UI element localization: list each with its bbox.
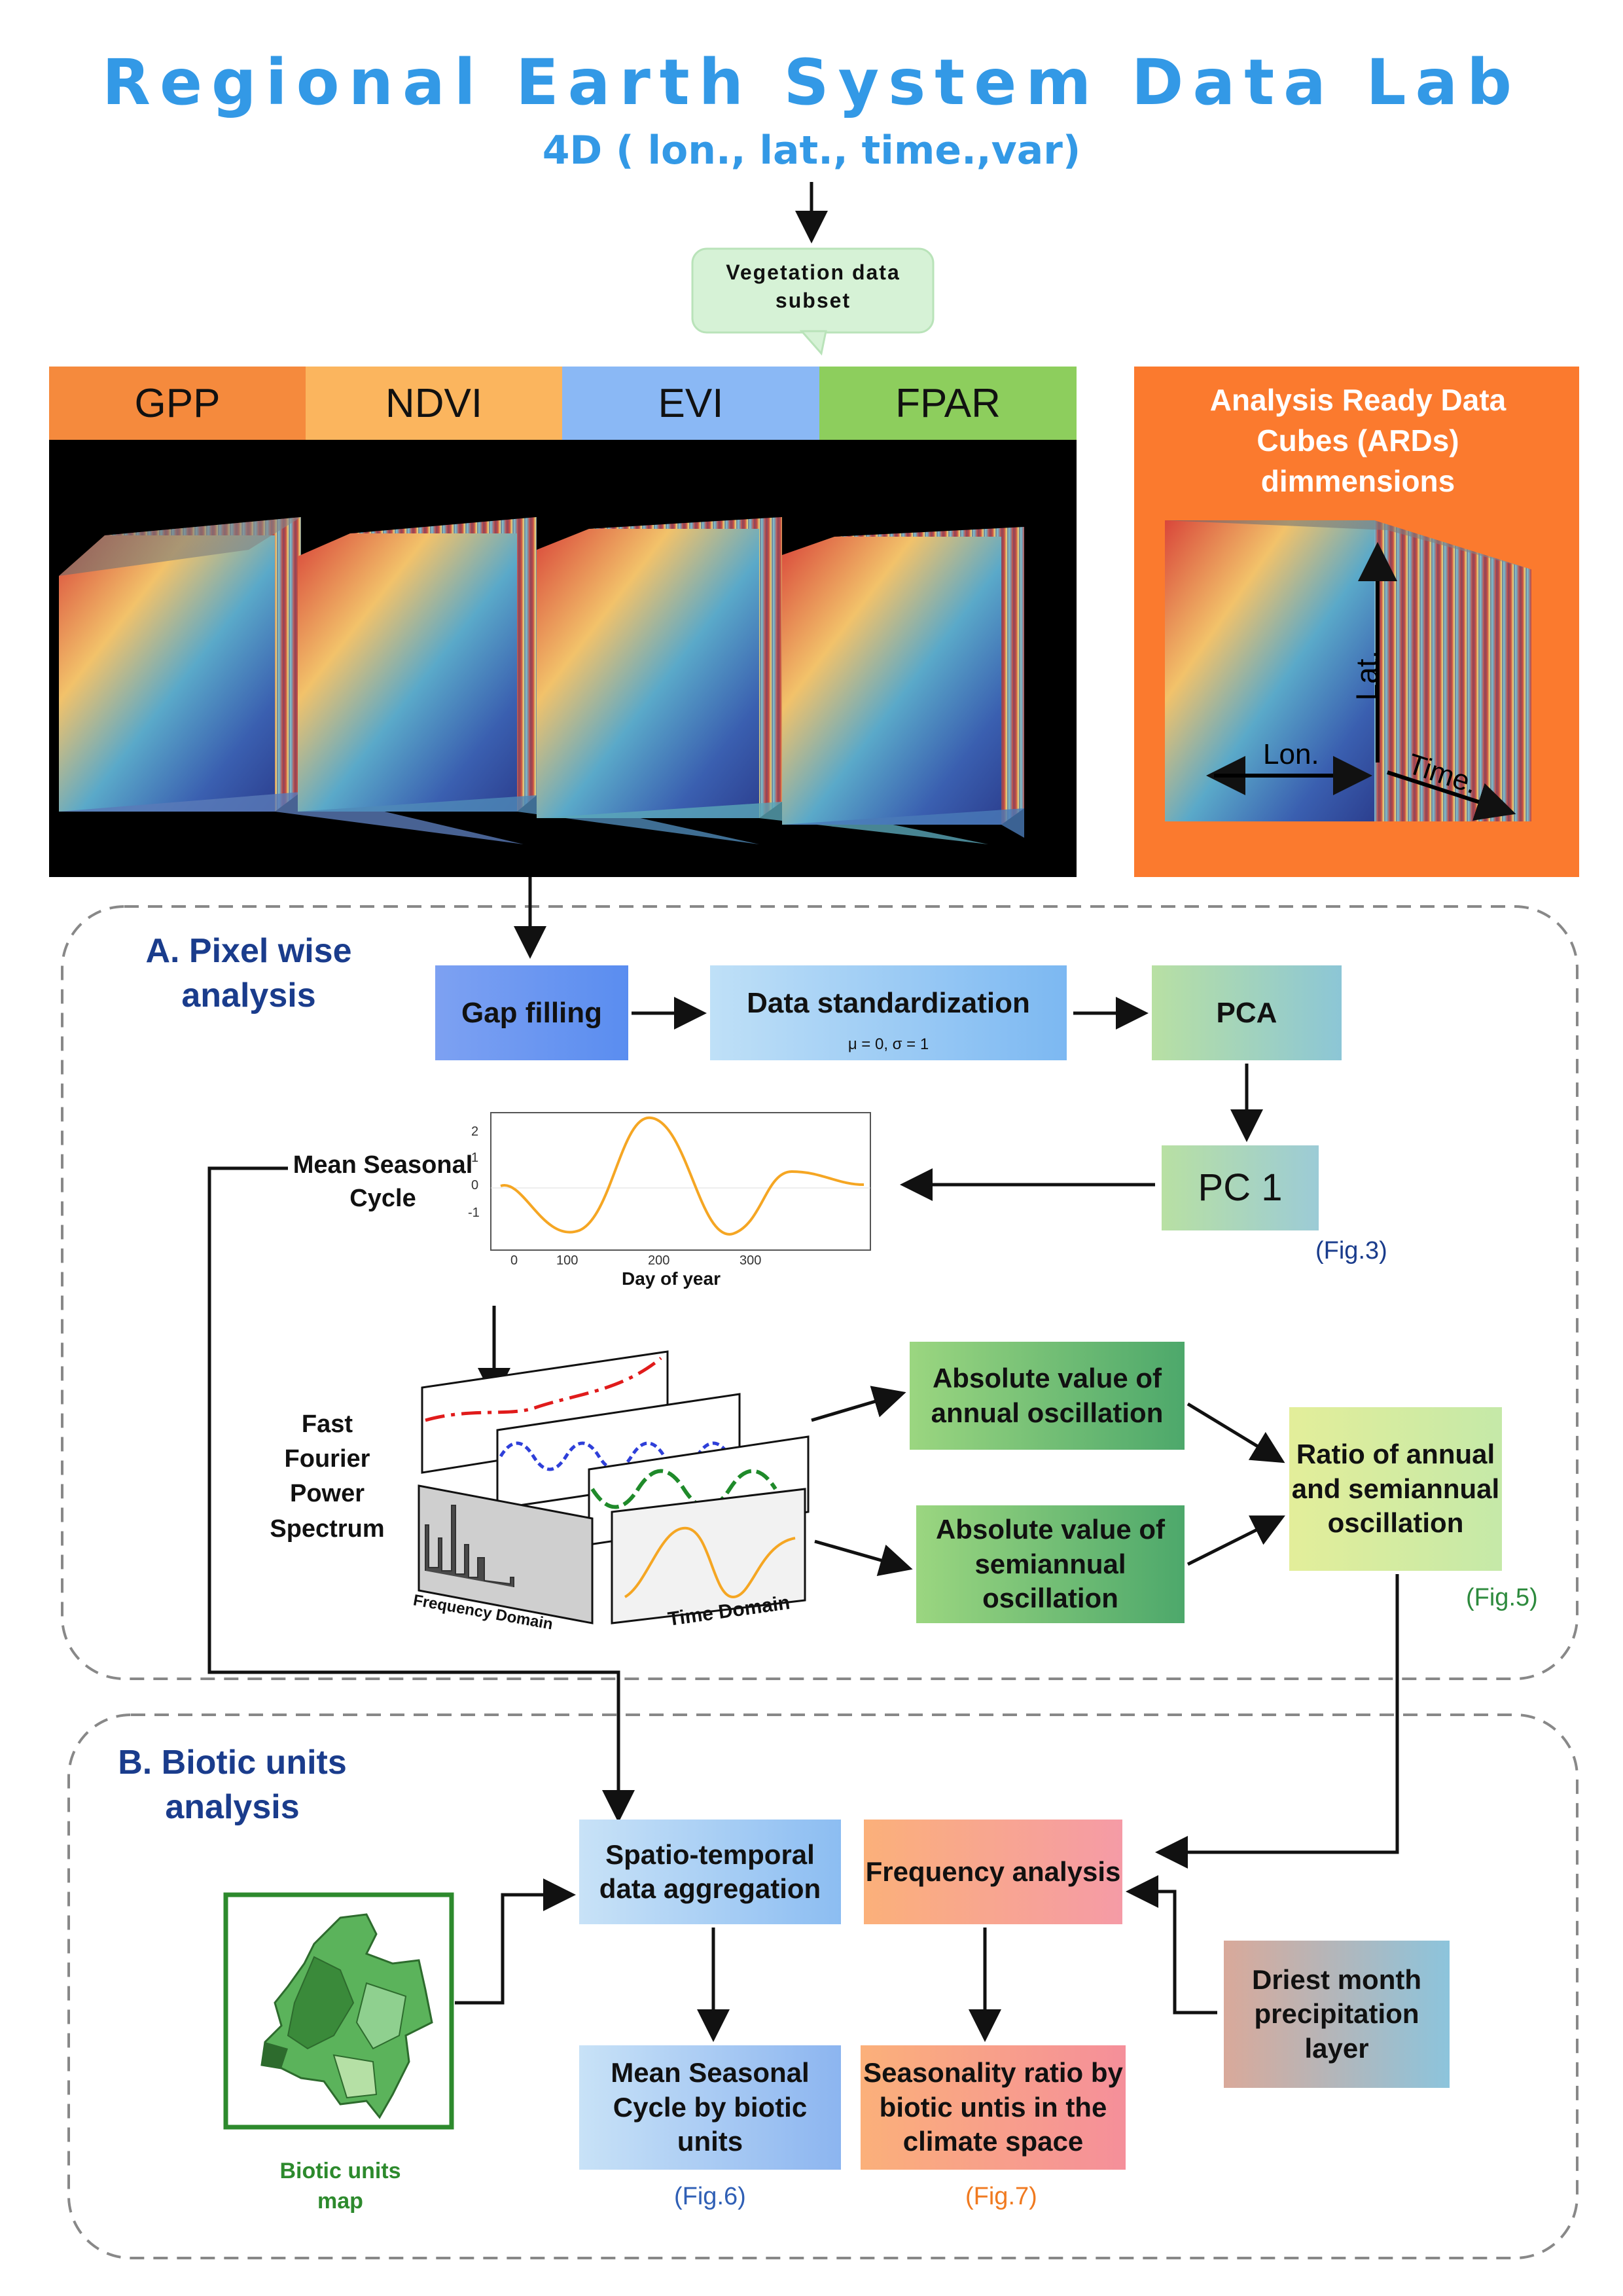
driest-bg	[1224, 1941, 1450, 2088]
section-a-container	[61, 905, 1578, 1680]
msc-chart	[490, 1112, 871, 1251]
msc-label: Mean Seasonal Cycle	[293, 1151, 473, 1213]
abs-annual-box: Absolute value of annual oscillation	[931, 1363, 1164, 1428]
pca-box: PCA	[1216, 997, 1277, 1029]
fig3-ref: (Fig.3)	[1315, 1237, 1387, 1265]
page-title: Regional Earth System Data Lab	[102, 46, 1521, 119]
fig7-ref: (Fig.7)	[965, 2183, 1037, 2210]
pc1-box: PC 1	[1198, 1166, 1283, 1209]
seasonality-ratio-box: Seasonality ratio by biotic untis in the…	[863, 2057, 1123, 2157]
ratio-box: Ratio of annual and semiannual oscillati…	[1291, 1439, 1500, 1539]
data-std-formula: μ = 0, σ = 1	[847, 1035, 929, 1053]
gap-filling-box: Gap filling	[461, 997, 603, 1029]
fig5-ref: (Fig.5)	[1466, 1584, 1538, 1611]
biotic-map-label: Biotic units map	[279, 2159, 401, 2214]
gap-filling-bg	[435, 965, 628, 1060]
msc-ytick-1: 1	[471, 1151, 479, 1165]
seasonality-bg	[861, 2045, 1126, 2170]
msc-xtick-2: 200	[648, 1253, 670, 1268]
page-subtitle: 4D ( lon., lat., time.,var)	[542, 128, 1081, 173]
ard-cube	[1165, 520, 1531, 821]
arrow-semiannual-to-ratio	[1186, 1515, 1285, 1566]
arrow-driest-to-frequency	[1126, 1875, 1217, 2015]
time-axis-arrow	[1387, 770, 1516, 821]
msc-ytick-2: 0	[471, 1178, 479, 1193]
msc-xtick-0: 0	[510, 1253, 518, 1268]
ard-lon-label: Lon.	[1263, 738, 1319, 770]
msc-xlabel: Day of year	[622, 1268, 721, 1289]
msc-biotic-box: Mean Seasonal Cycle by biotic units	[611, 2057, 810, 2157]
arrow-ratio-to-frequency	[1155, 1574, 1399, 1869]
abs-annual-bg	[910, 1342, 1185, 1450]
callout-bubble	[691, 247, 935, 356]
frequency-analysis-box: Frequency analysis	[865, 1856, 1121, 1887]
cube-gpp	[59, 517, 524, 844]
msc-xtick-3: 300	[740, 1253, 762, 1268]
ard-lat-label: Lat.	[1349, 650, 1384, 701]
cube-ndvi	[298, 517, 759, 844]
arrow-map-to-spatio	[455, 1878, 576, 2005]
abs-semiannual-bg	[916, 1505, 1185, 1623]
cube-fpar	[782, 527, 1024, 838]
freq-bg	[864, 1820, 1122, 1924]
driest-month-box: Driest month precipitation layer	[1251, 1964, 1421, 2064]
fig6-ref: (Fig.6)	[674, 2183, 746, 2210]
spatio-bg	[579, 1820, 841, 1924]
pc1-bg	[1162, 1145, 1319, 1230]
arrow-msc-to-spatio	[207, 1166, 635, 1823]
band-ndvi: NDVI	[306, 367, 562, 440]
section-b-container	[67, 1713, 1578, 2259]
data-std-box: Data standardization	[747, 987, 1030, 1019]
msc-ytick-3: -1	[468, 1206, 480, 1220]
biotic-map-shape	[260, 1913, 433, 2119]
arrow-fft-to-annual	[811, 1386, 906, 1422]
section-a-title: A. Pixel wise analysis	[145, 932, 352, 1014]
msc-ytick-0: 2	[471, 1124, 479, 1139]
ratio-bg	[1289, 1407, 1502, 1571]
band-gpp: GPP	[49, 367, 306, 440]
fft-label: Fast Fourier Power Spectrum	[270, 1410, 385, 1543]
arrow-fft-to-semiannual	[814, 1539, 913, 1577]
fft-illustration	[418, 1350, 810, 1624]
cube-evi	[537, 517, 988, 844]
band-evi: EVI	[562, 367, 819, 440]
pca-bg	[1152, 965, 1342, 1060]
spatio-temporal-box: Spatio-temporal data aggregation	[599, 1839, 821, 1905]
callout-text: Vegetation data subset	[726, 260, 901, 313]
ard-title: Analysis Ready Data Cubes (ARDs) dimmens…	[1209, 383, 1507, 499]
abs-semiannual-box: Absolute value of semiannual oscillation	[935, 1514, 1166, 1614]
section-b-title: B. Biotic units analysis	[118, 1744, 347, 1826]
msc-xtick-1: 100	[556, 1253, 579, 1268]
data-std-bg	[710, 965, 1067, 1060]
arrow-annual-to-ratio	[1186, 1402, 1285, 1463]
band-fpar: FPAR	[819, 367, 1077, 440]
msc-biotic-bg	[579, 2045, 841, 2170]
